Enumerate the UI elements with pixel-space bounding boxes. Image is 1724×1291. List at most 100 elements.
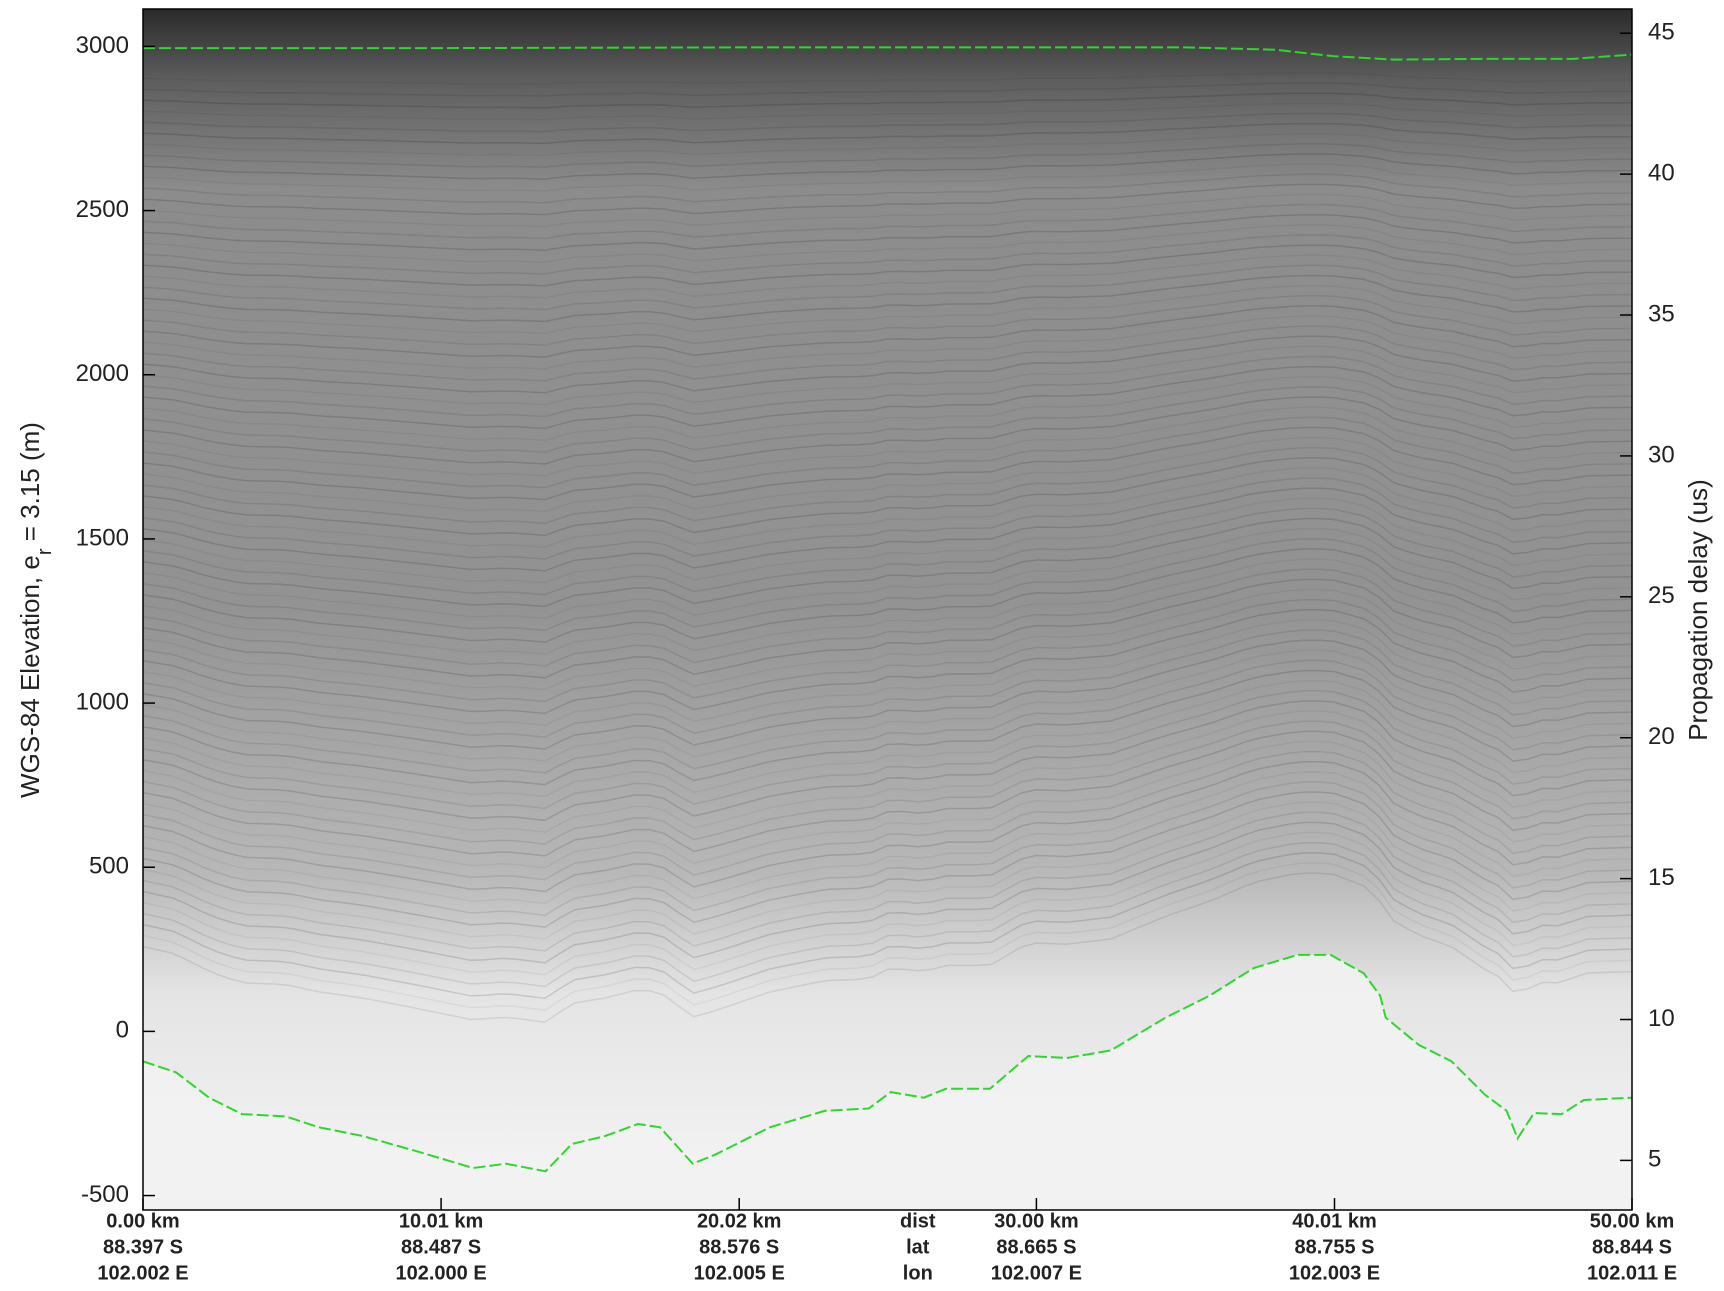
- y2-tick-label: 20: [1648, 723, 1675, 750]
- y2-tick-label: 40: [1648, 159, 1675, 186]
- y-tick-label: 1000: [76, 688, 129, 715]
- internal-layer: [142, 801, 1633, 940]
- internal-layer: [142, 720, 1633, 845]
- internal-layer: [142, 609, 1633, 715]
- y-axis-label-main: WGS-84 Elevation, e: [15, 555, 45, 798]
- internal-layer: [142, 325, 1633, 382]
- internal-layer: [142, 669, 1633, 786]
- x-tick-lat: 88.844 S: [1592, 1236, 1672, 1258]
- internal-layer: [142, 173, 1633, 204]
- internal-layer: [142, 244, 1633, 287]
- y2-axis-label: Propagation delay (us): [1683, 479, 1713, 741]
- internal-layer: [142, 852, 1633, 1000]
- internal-layer: [142, 274, 1633, 323]
- echogram: [142, 9, 1633, 1210]
- internal-layer: [142, 538, 1633, 632]
- internal-layer: [142, 163, 1633, 192]
- internal-layer: [142, 132, 1633, 157]
- y2-tick-label: 15: [1648, 864, 1675, 891]
- internal-layer: [142, 740, 1633, 869]
- y2-tick-label: 5: [1648, 1146, 1661, 1173]
- internal-layer: [142, 376, 1633, 442]
- internal-layer: [142, 528, 1633, 620]
- x-tick-label: 30.00 km: [994, 1210, 1079, 1232]
- internal-layer: [142, 831, 1633, 976]
- internal-layer: [142, 578, 1633, 679]
- internal-layer: [142, 558, 1633, 655]
- internal-layer: [142, 457, 1633, 537]
- x-tick-lat: 88.576 S: [699, 1236, 779, 1258]
- internal-layer: [142, 730, 1633, 857]
- x-tick-lon: 102.007 E: [991, 1262, 1082, 1284]
- internal-layer: [142, 639, 1633, 750]
- internal-layer: [142, 821, 1633, 964]
- internal-layer: [142, 203, 1633, 240]
- internal-layer: [142, 295, 1633, 347]
- internal-layer: [142, 284, 1633, 335]
- internal-layer: [142, 102, 1633, 121]
- internal-layer: [142, 345, 1633, 406]
- y-tick-label: 500: [89, 853, 129, 880]
- internal-layer: [142, 264, 1633, 311]
- internal-layer: [142, 842, 1633, 988]
- internal-layer: [142, 649, 1633, 762]
- internal-layer: [142, 477, 1633, 560]
- x-tick-lon: 102.003 E: [1289, 1262, 1380, 1284]
- internal-layer: [142, 467, 1633, 548]
- internal-layer: [142, 679, 1633, 798]
- x-tick-label: 0.00 km: [106, 1210, 179, 1232]
- y2-tick-label: 10: [1648, 1005, 1675, 1032]
- y-tick-label: 1500: [76, 524, 129, 551]
- internal-layer: [142, 872, 1633, 1023]
- internal-layer: [142, 386, 1633, 453]
- x-row-label: dist: [900, 1210, 936, 1232]
- y-tick-label: 3000: [76, 32, 129, 59]
- y-axis-label-sub: r: [34, 548, 56, 555]
- internal-layer: [142, 659, 1633, 774]
- internal-layer: [142, 153, 1633, 180]
- internal-layer: [142, 143, 1633, 168]
- internal-layer: [142, 811, 1633, 952]
- internal-layer: [142, 750, 1633, 881]
- internal-layer: [142, 183, 1633, 216]
- internal-layer: [142, 355, 1633, 418]
- y-axis-label-end: = 3.15 (m): [15, 422, 45, 548]
- y-tick-label: -500: [81, 1181, 129, 1208]
- internal-layer: [142, 588, 1633, 691]
- x-row-label: lat: [906, 1236, 930, 1258]
- below-bed: [143, 954, 1632, 1210]
- internal-layer: [142, 760, 1633, 893]
- x-tick-lon: 102.000 E: [395, 1262, 486, 1284]
- internal-layer: [142, 315, 1633, 370]
- internal-layer: [142, 305, 1633, 358]
- x-tick-lon: 102.005 E: [694, 1262, 785, 1284]
- internal-layer: [142, 426, 1633, 501]
- internal-layer: [142, 254, 1633, 299]
- y-tick-label: 2000: [76, 360, 129, 387]
- layer-pick: [143, 46, 1633, 61]
- y2-tick-label: 25: [1648, 582, 1675, 609]
- x-tick-label: 10.01 km: [399, 1210, 484, 1232]
- internal-layer: [142, 710, 1633, 833]
- plot-frame: [142, 8, 1633, 1211]
- internal-layer: [142, 548, 1633, 643]
- internal-layer: [142, 193, 1633, 228]
- internal-layer: [142, 112, 1632, 133]
- internal-layer: [142, 619, 1633, 727]
- x-tick-lat: 88.487 S: [401, 1236, 481, 1258]
- x-tick-lat: 88.665 S: [996, 1236, 1076, 1258]
- internal-layer: [142, 771, 1633, 905]
- internal-layer: [142, 436, 1633, 513]
- internal-layer: [142, 507, 1633, 596]
- internal-layer: [142, 598, 1633, 703]
- layer-pick: [142, 953, 1633, 1173]
- internal-layer: [142, 234, 1633, 275]
- internal-layer: [142, 446, 1633, 525]
- internal-layer: [142, 416, 1633, 489]
- internal-layer: [142, 487, 1633, 572]
- x-tick-lon: 102.011 E: [1587, 1262, 1677, 1284]
- x-row-label: lon: [903, 1262, 933, 1284]
- internal-layer: [142, 224, 1633, 263]
- internal-layer: [142, 629, 1633, 738]
